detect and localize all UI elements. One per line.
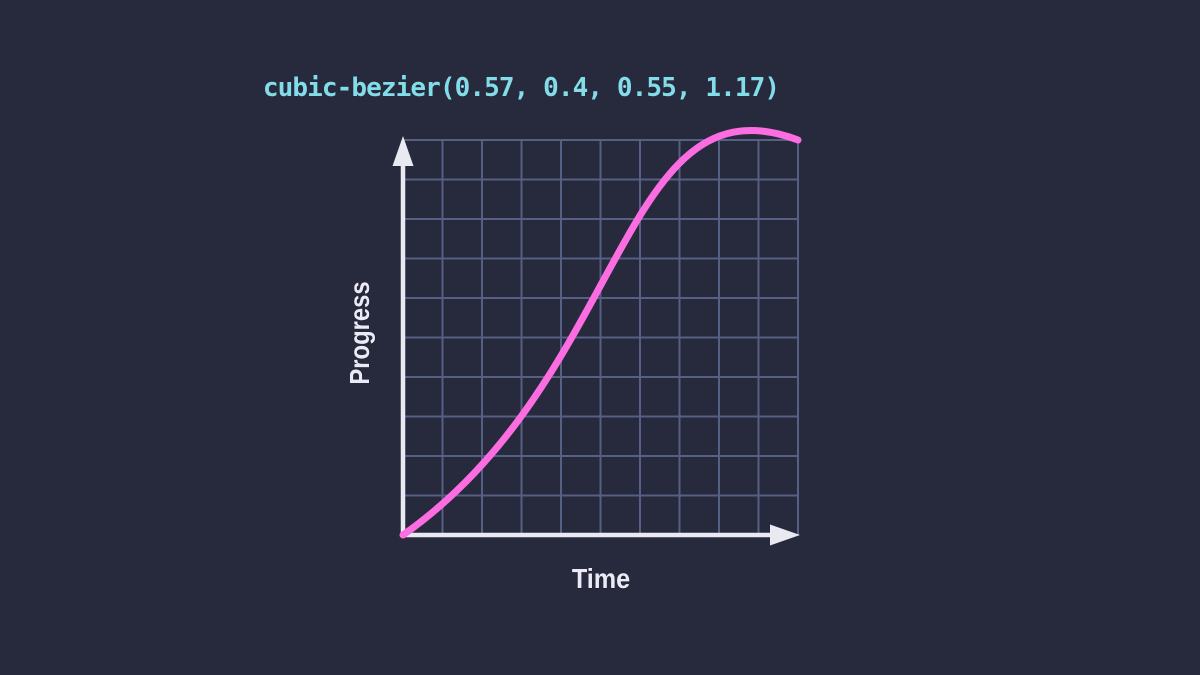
easing-function-title: cubic-bezier(0.57, 0.4, 0.55, 1.17) (262, 73, 780, 103)
x-axis-arrowhead (770, 524, 800, 546)
grid-lines (402, 139, 799, 536)
x-axis-label: Time (571, 563, 631, 594)
bezier-curve (399, 127, 802, 539)
y-axis-label: Progress (344, 281, 375, 385)
y-axis-arrowhead (392, 136, 414, 166)
